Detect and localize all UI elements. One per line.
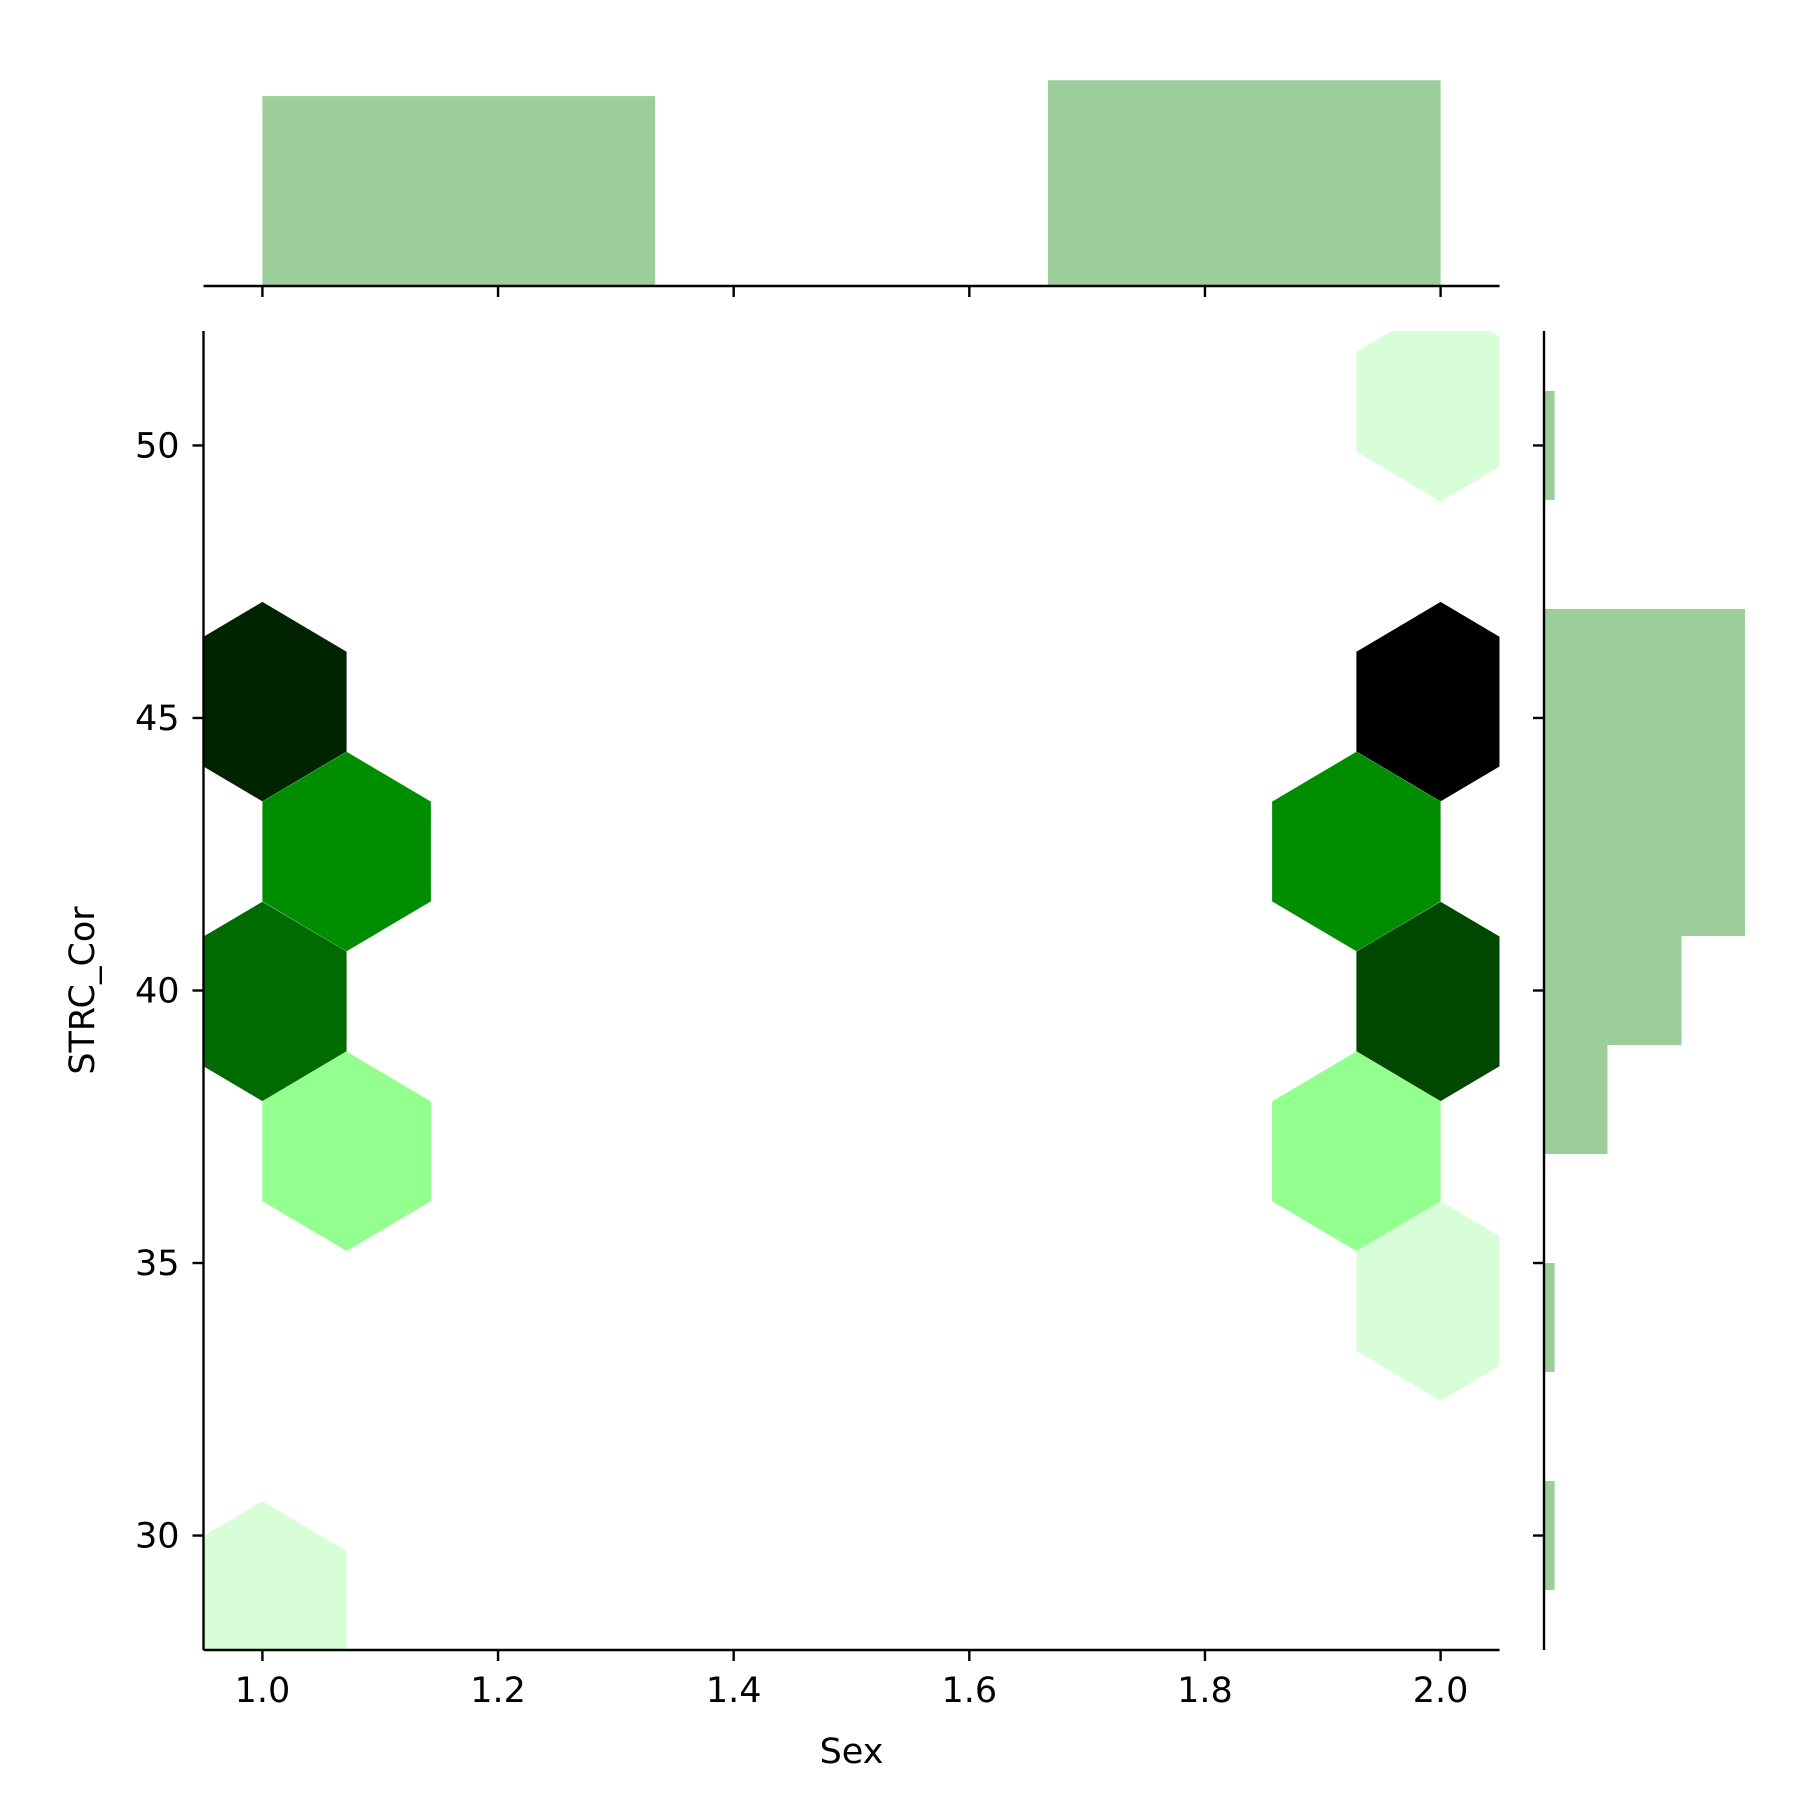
marginal-y-bar: [1544, 717, 1745, 827]
marginal-y-bar: [1544, 390, 1555, 500]
x-tick-label: 1.4: [706, 1671, 762, 1711]
x-tick-label: 1.0: [235, 1671, 291, 1711]
marginal-y-bar: [1544, 935, 1682, 1046]
tick-labels: 1.0 1.2 1.4 1.6 1.8 2.0 30 35 40 45 50: [135, 426, 1468, 1711]
joint-hexbin-area: [203, 331, 1500, 1650]
hexbin-cell: [1356, 901, 1500, 1102]
y-tick-label: 40: [135, 972, 180, 1012]
hexbin-cell: [203, 901, 347, 1102]
marginal-y-bar: [1544, 1481, 1555, 1591]
marginal-x-histogram: [262, 80, 1441, 287]
hexbin-cell: [203, 1501, 347, 1650]
x-tick-label: 1.6: [941, 1671, 997, 1711]
y-tick-label: 50: [135, 426, 180, 466]
hexbin-cell: [1356, 331, 1500, 502]
marginal-x-bar: [262, 96, 656, 286]
x-tick-label: 1.2: [470, 1671, 526, 1711]
marginal-y-bar: [1544, 826, 1745, 936]
hexbin-cell: [262, 751, 431, 952]
hexbin-cell: [1356, 601, 1500, 802]
marginal-y-bar: [1544, 1045, 1608, 1155]
x-axis-label: Sex: [820, 1732, 884, 1772]
hexbin-cell: [203, 601, 347, 802]
marginal-y-bar: [1544, 1263, 1555, 1373]
hexbin-cell: [1272, 1051, 1441, 1251]
x-tick-label: 2.0: [1413, 1671, 1469, 1711]
hexbin-cell: [1272, 751, 1441, 952]
marginal-y-histogram: [1544, 390, 1745, 1591]
x-tick-label: 1.8: [1177, 1671, 1233, 1711]
y-axis-label: STRC_Cor: [63, 906, 103, 1075]
y-tick-label: 35: [135, 1244, 180, 1284]
marginal-y-bar: [1544, 608, 1745, 718]
tick-marks: [192, 286, 1544, 1661]
marginal-x-bar: [1047, 80, 1441, 287]
hexbin-cell: [1356, 1201, 1500, 1401]
y-tick-label: 45: [135, 699, 180, 739]
hexbin-cell: [262, 1051, 431, 1251]
y-tick-label: 30: [135, 1517, 180, 1557]
